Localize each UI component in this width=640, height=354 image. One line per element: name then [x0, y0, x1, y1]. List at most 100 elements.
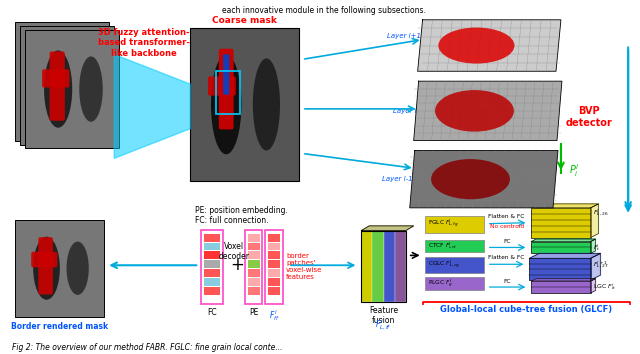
Bar — [424, 216, 484, 233]
FancyBboxPatch shape — [31, 252, 58, 267]
Text: FC: FC — [504, 240, 511, 245]
Ellipse shape — [67, 241, 89, 295]
Polygon shape — [591, 204, 598, 238]
Bar — [248, 251, 259, 259]
Bar — [268, 260, 280, 268]
Polygon shape — [531, 204, 598, 208]
Bar — [362, 230, 372, 302]
Bar — [248, 260, 259, 268]
Bar — [362, 230, 406, 302]
Text: LGC $F^i_{it}$: LGC $F^i_{it}$ — [593, 282, 616, 292]
FancyBboxPatch shape — [223, 55, 229, 95]
Text: 3D fuzzy attention-
based transformer-
like backbone: 3D fuzzy attention- based transformer- l… — [98, 28, 190, 57]
Bar — [248, 234, 259, 241]
Ellipse shape — [74, 52, 98, 118]
Bar — [531, 208, 591, 238]
Polygon shape — [531, 239, 596, 241]
Bar — [204, 251, 220, 259]
Bar — [15, 22, 109, 141]
FancyBboxPatch shape — [45, 47, 60, 117]
Text: +: + — [230, 256, 244, 274]
Text: CGLC $F^l_{L,cg}$: CGLC $F^l_{L,cg}$ — [428, 259, 460, 271]
Polygon shape — [413, 81, 562, 141]
Text: each innovative module in the following subsections.: each innovative module in the following … — [222, 6, 426, 15]
Text: $F^l_{L,26}$: $F^l_{L,26}$ — [593, 208, 608, 218]
Text: Flatten & FC: Flatten & FC — [488, 214, 525, 219]
Text: BVP
detector: BVP detector — [566, 106, 612, 127]
Text: Feature
fusion: Feature fusion — [369, 306, 398, 325]
Text: $P_i^l$: $P_i^l$ — [569, 162, 579, 179]
Bar — [383, 230, 395, 302]
Polygon shape — [529, 253, 600, 258]
Ellipse shape — [34, 42, 62, 120]
Bar — [216, 71, 241, 114]
Bar — [268, 287, 280, 295]
FancyBboxPatch shape — [32, 61, 60, 80]
Text: PE: position embedding.
FC: full connection.: PE: position embedding. FC: full connect… — [195, 206, 288, 225]
Polygon shape — [531, 279, 596, 281]
Bar — [25, 30, 119, 148]
Polygon shape — [362, 226, 413, 230]
Ellipse shape — [44, 51, 72, 128]
Bar — [529, 258, 591, 280]
Bar — [204, 234, 220, 241]
Polygon shape — [591, 239, 596, 253]
FancyBboxPatch shape — [42, 69, 70, 87]
Text: $F^l_{L,ff}$: $F^l_{L,ff}$ — [375, 318, 392, 332]
FancyBboxPatch shape — [38, 237, 53, 295]
Ellipse shape — [253, 58, 280, 150]
Ellipse shape — [431, 159, 510, 199]
Bar — [266, 230, 284, 304]
Bar — [268, 234, 280, 241]
Bar — [268, 242, 280, 250]
Text: Flatten & FC: Flatten & FC — [488, 255, 525, 260]
Polygon shape — [591, 253, 600, 280]
Text: FC: FC — [207, 308, 217, 317]
Text: FGLC $F^l_{L,fg}$: FGLC $F^l_{L,fg}$ — [428, 218, 458, 230]
Bar — [190, 28, 299, 181]
Text: Border rendered mask: Border rendered mask — [12, 322, 108, 331]
Bar — [268, 269, 280, 277]
Text: Fig 2: The overview of our method FABR. FGLC: fine grain local conte...: Fig 2: The overview of our method FABR. … — [12, 343, 283, 353]
Bar — [201, 230, 223, 304]
FancyBboxPatch shape — [49, 51, 65, 121]
Ellipse shape — [39, 46, 67, 124]
Bar — [20, 26, 114, 144]
Bar — [204, 260, 220, 268]
Text: FC: FC — [504, 279, 511, 284]
Text: Layer l-1: Layer l-1 — [382, 176, 413, 182]
Text: Coarse mask: Coarse mask — [212, 16, 277, 25]
Bar — [268, 251, 280, 259]
Bar — [248, 278, 259, 286]
Ellipse shape — [33, 237, 60, 300]
Text: PE: PE — [249, 308, 259, 317]
Bar — [531, 241, 591, 253]
Bar — [424, 277, 484, 290]
Polygon shape — [418, 20, 561, 71]
Text: border
patches'
voxel-wise
features: border patches' voxel-wise features — [286, 253, 323, 280]
Bar — [424, 240, 484, 252]
Bar — [395, 230, 406, 302]
Text: Layer l+1: Layer l+1 — [387, 33, 420, 39]
FancyBboxPatch shape — [208, 76, 236, 96]
Text: $F^l_t$: $F^l_t$ — [593, 242, 600, 253]
FancyBboxPatch shape — [219, 49, 234, 130]
Text: $F^{l+1}_{L,27}$: $F^{l+1}_{L,27}$ — [593, 260, 608, 270]
FancyBboxPatch shape — [37, 65, 65, 84]
Polygon shape — [591, 279, 596, 293]
Text: Global-local cube-tree fusion (GLCF): Global-local cube-tree fusion (GLCF) — [440, 305, 612, 314]
Bar — [204, 269, 220, 277]
Ellipse shape — [438, 28, 515, 64]
Polygon shape — [114, 55, 190, 158]
Bar — [204, 287, 220, 295]
Text: PLGC $F^l_g$: PLGC $F^l_g$ — [428, 278, 452, 290]
Bar — [244, 230, 262, 304]
Text: Layer l: Layer l — [393, 108, 417, 114]
FancyBboxPatch shape — [40, 44, 55, 113]
Bar — [248, 269, 259, 277]
Ellipse shape — [435, 90, 514, 132]
Bar — [248, 287, 259, 295]
Text: CTCF $F^l_{i,ct}$: CTCF $F^l_{i,ct}$ — [428, 241, 457, 251]
Bar — [204, 242, 220, 250]
Text: Voxel
decoder: Voxel decoder — [218, 241, 250, 261]
